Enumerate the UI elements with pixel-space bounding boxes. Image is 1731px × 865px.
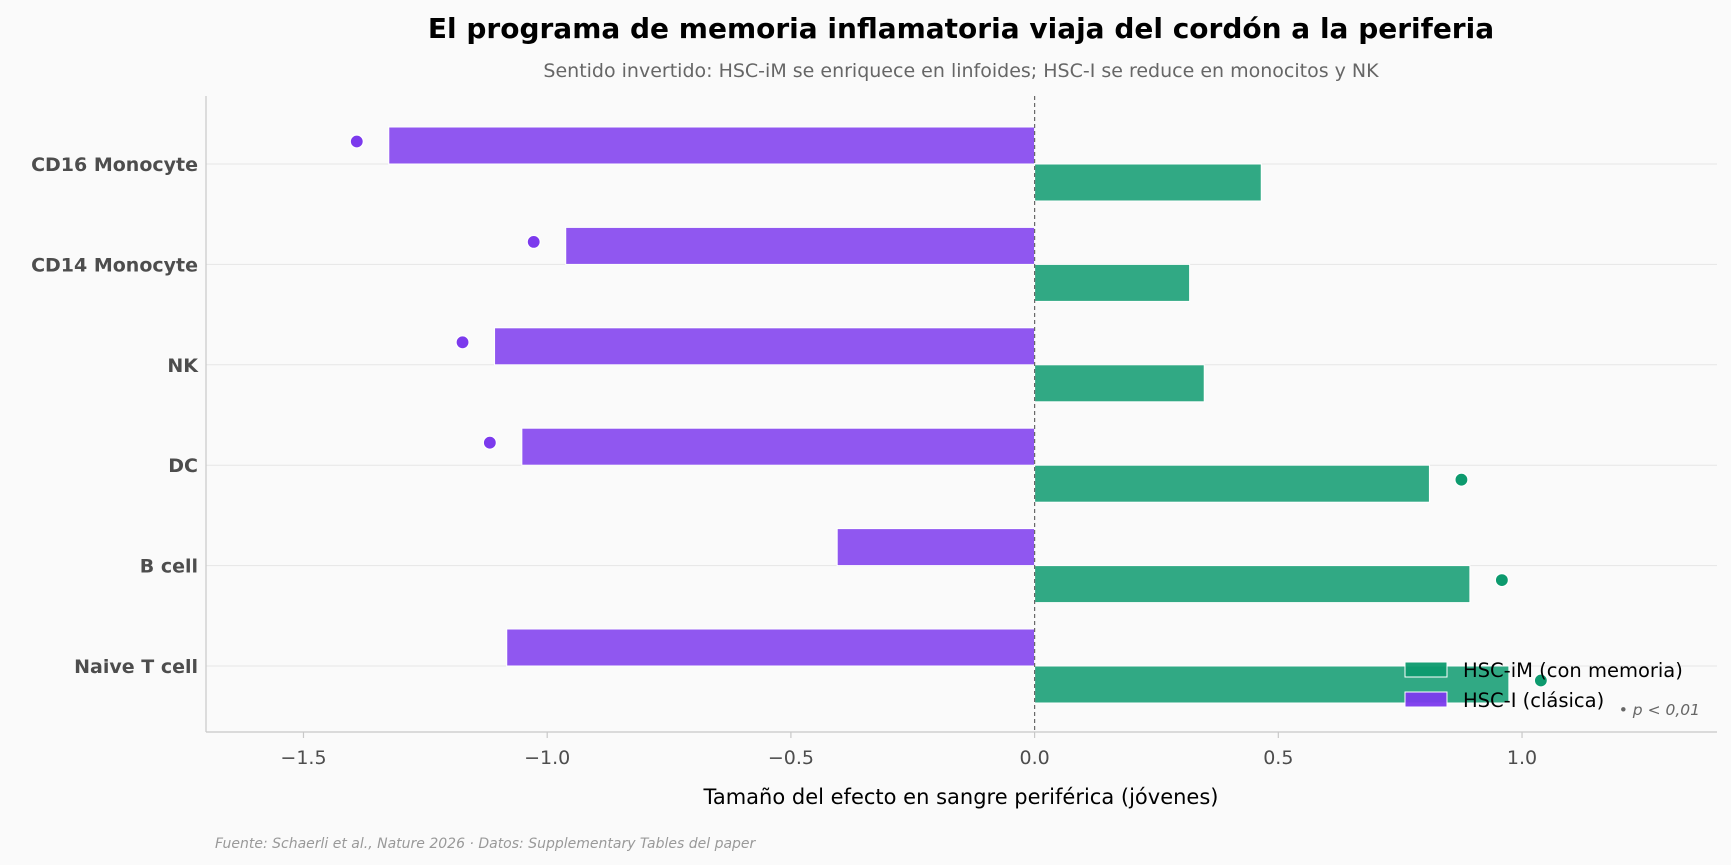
legend-label: HSC-iM (con memoria)	[1463, 659, 1683, 682]
x-tick-label: −1.0	[524, 747, 570, 769]
bars	[388, 126, 1510, 704]
significance-dot-hsc-im	[1533, 673, 1548, 688]
significance-dots	[349, 134, 1548, 688]
bar-hsc-i	[836, 528, 1036, 567]
category-label: Naive T cell	[74, 656, 198, 678]
axes	[205, 96, 1717, 738]
significance-dot-hsc-i	[349, 134, 364, 149]
legend-label: HSC-I (clásica)	[1463, 689, 1604, 712]
chart-title: El programa de memoria inflamatoria viaj…	[428, 12, 1494, 45]
source-note: Fuente: Schaerli et al., Nature 2026 · D…	[215, 836, 757, 852]
bar-hsc-i	[521, 427, 1036, 466]
significance-dot-hsc-i	[526, 234, 541, 249]
x-tick-label: 0.0	[1020, 747, 1050, 769]
significance-dot-hsc-i	[455, 335, 470, 350]
category-label: CD16 Monocyte	[31, 154, 198, 176]
x-tick-label: −1.5	[280, 747, 326, 769]
category-label: DC	[168, 455, 198, 477]
significance-dot-hsc-im	[1494, 572, 1509, 588]
legend: HSC-iM (con memoria) HSC-I (clásica)	[1404, 659, 1683, 712]
bar-hsc-im	[1034, 263, 1191, 302]
x-tick-labels: −1.5 −1.0 −0.5 0.0 0.5 1.0	[280, 747, 1537, 769]
category-label: NK	[167, 355, 199, 377]
legend-swatch	[1404, 691, 1448, 708]
category-label: CD14 Monocyte	[31, 254, 198, 276]
x-tick-label: 0.5	[1263, 747, 1293, 769]
bar-hsc-im	[1034, 565, 1471, 604]
bar-hsc-i	[494, 327, 1036, 366]
chart-subtitle: Sentido invertido: HSC-iM se enriquece e…	[543, 60, 1379, 82]
x-tick-label: −0.5	[768, 747, 814, 769]
bar-hsc-i	[565, 226, 1036, 265]
category-labels: CD16 Monocyte CD14 Monocyte NK DC B cell Naiv…	[31, 154, 199, 678]
legend-swatch	[1404, 661, 1448, 678]
x-axis-label: Tamaño del efecto en sangre periférica (…	[703, 785, 1219, 809]
bar-hsc-im	[1034, 364, 1205, 403]
bar-hsc-im	[1034, 464, 1430, 503]
bar-hsc-im	[1034, 163, 1262, 202]
bar-hsc-i	[388, 126, 1036, 165]
significance-dot-hsc-im	[1454, 472, 1469, 487]
bar-hsc-i	[506, 628, 1036, 667]
significance-dot-hsc-i	[482, 435, 497, 450]
category-label: B cell	[140, 556, 198, 578]
x-tick-label: 1.0	[1507, 747, 1537, 769]
significance-note: • p < 0,01	[1619, 701, 1700, 719]
